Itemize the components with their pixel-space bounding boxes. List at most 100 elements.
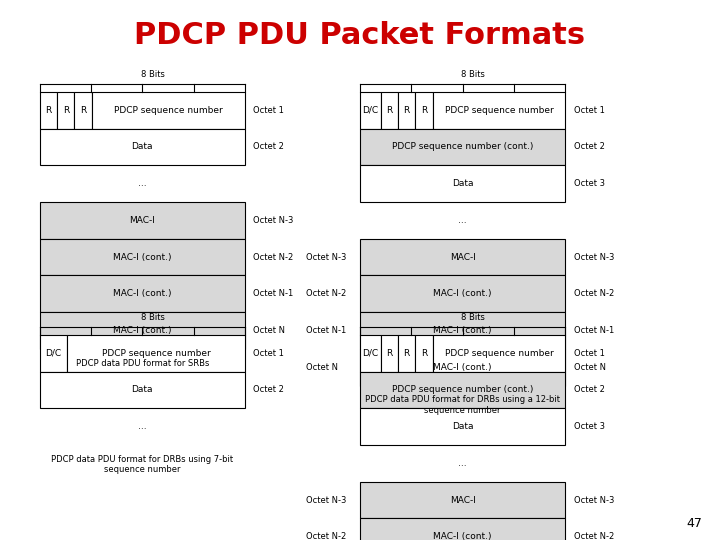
Text: MAC-I (cont.): MAC-I (cont.) — [433, 289, 492, 298]
Text: 8 Bits: 8 Bits — [140, 70, 164, 79]
Text: Octet 1: Octet 1 — [574, 349, 605, 357]
Bar — [92, 92, 245, 129]
Text: Octet N-3: Octet N-3 — [574, 496, 614, 504]
Text: Octet N: Octet N — [253, 326, 285, 335]
Text: MAC-I: MAC-I — [450, 496, 475, 504]
Text: Octet 1: Octet 1 — [253, 106, 284, 114]
Text: Octet N-3: Octet N-3 — [253, 216, 294, 225]
Text: Octet N-3: Octet N-3 — [306, 496, 346, 504]
Bar — [360, 165, 565, 202]
Text: Octet N-2: Octet N-2 — [574, 289, 614, 298]
Bar — [380, 92, 398, 129]
Text: ...: ... — [138, 179, 146, 188]
Bar — [40, 239, 245, 275]
Text: Octet N-2: Octet N-2 — [253, 253, 294, 261]
Bar — [360, 92, 380, 129]
Text: PDCP data PDU format for SRBs: PDCP data PDU format for SRBs — [76, 359, 209, 368]
Bar — [360, 349, 565, 386]
Text: PDCP sequence number: PDCP sequence number — [114, 106, 222, 114]
Text: R: R — [403, 349, 410, 357]
Text: PDCP data PDU format for DRBs using a 12-bit
sequence number: PDCP data PDU format for DRBs using a 12… — [365, 395, 560, 415]
Bar — [360, 312, 565, 349]
Bar — [57, 92, 74, 129]
Text: Octet 2: Octet 2 — [253, 143, 284, 151]
Text: Octet N-2: Octet N-2 — [306, 532, 346, 540]
Text: ...: ... — [459, 459, 467, 468]
Text: PDCP sequence number: PDCP sequence number — [445, 106, 554, 114]
Text: MAC-I (cont.): MAC-I (cont.) — [113, 289, 171, 298]
Text: ...: ... — [138, 422, 146, 431]
Text: Octet N-3: Octet N-3 — [574, 253, 614, 261]
Text: 8 Bits: 8 Bits — [461, 313, 485, 322]
Bar — [40, 335, 67, 372]
Bar — [40, 92, 57, 129]
Text: R: R — [386, 349, 392, 357]
Bar — [40, 129, 245, 165]
Text: PDCP sequence number (cont.): PDCP sequence number (cont.) — [392, 386, 534, 394]
Bar — [360, 129, 565, 165]
Text: Octet 2: Octet 2 — [574, 386, 605, 394]
Text: Data: Data — [132, 386, 153, 394]
Text: PDCP data PDU format for DRBs using 7-bit
sequence number: PDCP data PDU format for DRBs using 7-bi… — [51, 455, 233, 474]
Bar — [433, 92, 565, 129]
Bar — [360, 408, 565, 445]
Text: Octet 2: Octet 2 — [253, 386, 284, 394]
Bar — [40, 275, 245, 312]
Bar — [360, 372, 565, 408]
Bar — [398, 92, 415, 129]
Text: R: R — [386, 106, 392, 114]
Text: Octet N-3: Octet N-3 — [306, 253, 346, 261]
Text: R: R — [80, 106, 86, 114]
Text: Octet 2: Octet 2 — [574, 143, 605, 151]
Text: ...: ... — [459, 216, 467, 225]
Bar — [67, 335, 245, 372]
Bar — [360, 482, 565, 518]
Bar — [398, 335, 415, 372]
Text: MAC-I: MAC-I — [450, 253, 475, 261]
Text: MAC-I (cont.): MAC-I (cont.) — [113, 326, 171, 335]
Text: Data: Data — [452, 422, 473, 431]
Text: R: R — [421, 106, 427, 114]
Text: Octet 1: Octet 1 — [253, 349, 284, 357]
Text: PDCP sequence number (cont.): PDCP sequence number (cont.) — [392, 143, 534, 151]
Text: Octet N: Octet N — [306, 363, 338, 372]
Text: MAC-I (cont.): MAC-I (cont.) — [433, 326, 492, 335]
Bar — [74, 92, 92, 129]
Text: 47: 47 — [686, 517, 702, 530]
Text: Octet 3: Octet 3 — [574, 179, 605, 188]
Text: R: R — [63, 106, 69, 114]
Text: Octet N: Octet N — [574, 363, 606, 372]
Bar — [433, 335, 565, 372]
Text: PDCP sequence number: PDCP sequence number — [102, 349, 210, 357]
Bar — [40, 312, 245, 349]
Text: Octet N-2: Octet N-2 — [306, 289, 346, 298]
Text: 8 Bits: 8 Bits — [140, 313, 164, 322]
Text: PDCP PDU Packet Formats: PDCP PDU Packet Formats — [135, 21, 585, 50]
Text: Octet 1: Octet 1 — [574, 106, 605, 114]
Bar — [415, 335, 433, 372]
Text: R: R — [421, 349, 427, 357]
Text: Octet N-1: Octet N-1 — [253, 289, 294, 298]
Bar — [360, 335, 380, 372]
Text: 8 Bits: 8 Bits — [461, 70, 485, 79]
Bar — [360, 275, 565, 312]
Bar — [415, 92, 433, 129]
Text: MAC-I: MAC-I — [130, 216, 155, 225]
Text: PDCP sequence number: PDCP sequence number — [445, 349, 554, 357]
Text: Data: Data — [132, 143, 153, 151]
Text: D/C: D/C — [362, 349, 378, 357]
Bar — [40, 202, 245, 239]
Text: R: R — [403, 106, 410, 114]
Bar — [360, 239, 565, 275]
Text: Octet N-1: Octet N-1 — [574, 326, 614, 335]
Text: MAC-I (cont.): MAC-I (cont.) — [433, 532, 492, 540]
Text: Octet N-2: Octet N-2 — [574, 532, 614, 540]
Bar — [380, 335, 398, 372]
Text: Octet N-1: Octet N-1 — [306, 326, 346, 335]
Text: Octet 3: Octet 3 — [574, 422, 605, 431]
Text: Data: Data — [452, 179, 473, 188]
Bar — [40, 372, 245, 408]
Text: MAC-I (cont.): MAC-I (cont.) — [433, 363, 492, 372]
Text: MAC-I (cont.): MAC-I (cont.) — [113, 253, 171, 261]
Bar — [360, 518, 565, 540]
